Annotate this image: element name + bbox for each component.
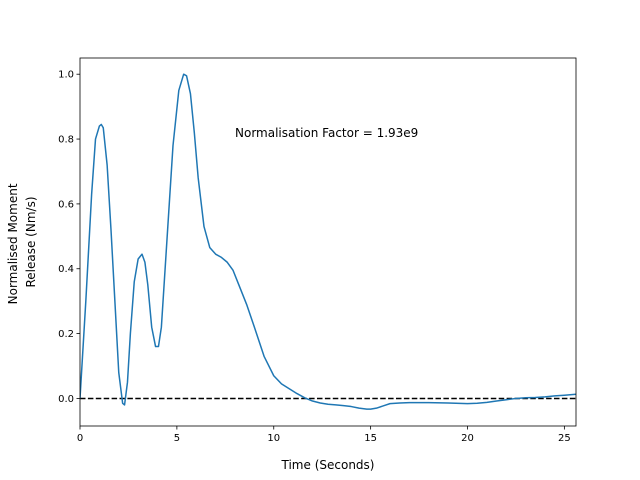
y-tick-label: 0.0 <box>58 394 74 405</box>
y-axis-label: Normalised Moment Release (Nm/s) <box>6 180 38 305</box>
y-axis-label-line-2: Release (Nm/s) <box>24 196 38 287</box>
annotation-normalisation-factor: Normalisation Factor = 1.93e9 <box>235 126 418 140</box>
axis-ticks: 0 5 10 15 20 25 0.0 0.2 0.4 0.6 0.8 1.0 <box>58 70 571 444</box>
x-tick-label: 0 <box>77 433 83 444</box>
y-axis-label-line-1: Normalised Moment <box>6 183 20 304</box>
axes-frame <box>79 57 577 427</box>
y-tick-label: 1.0 <box>58 70 74 81</box>
series-line-0 <box>80 73 576 410</box>
y-tick-label: 0.6 <box>58 199 74 210</box>
x-tick-label: 5 <box>174 433 180 444</box>
x-tick-label: 10 <box>267 433 280 444</box>
x-tick-label: 20 <box>461 433 474 444</box>
x-tick-label: 25 <box>558 433 571 444</box>
plot-area <box>80 73 576 410</box>
y-tick-label: 0.8 <box>58 135 74 146</box>
x-tick-label: 15 <box>364 433 377 444</box>
x-axis-label: Time (Seconds) <box>281 458 375 472</box>
y-tick-label: 0.4 <box>58 264 74 275</box>
y-tick-label: 0.2 <box>58 329 74 340</box>
